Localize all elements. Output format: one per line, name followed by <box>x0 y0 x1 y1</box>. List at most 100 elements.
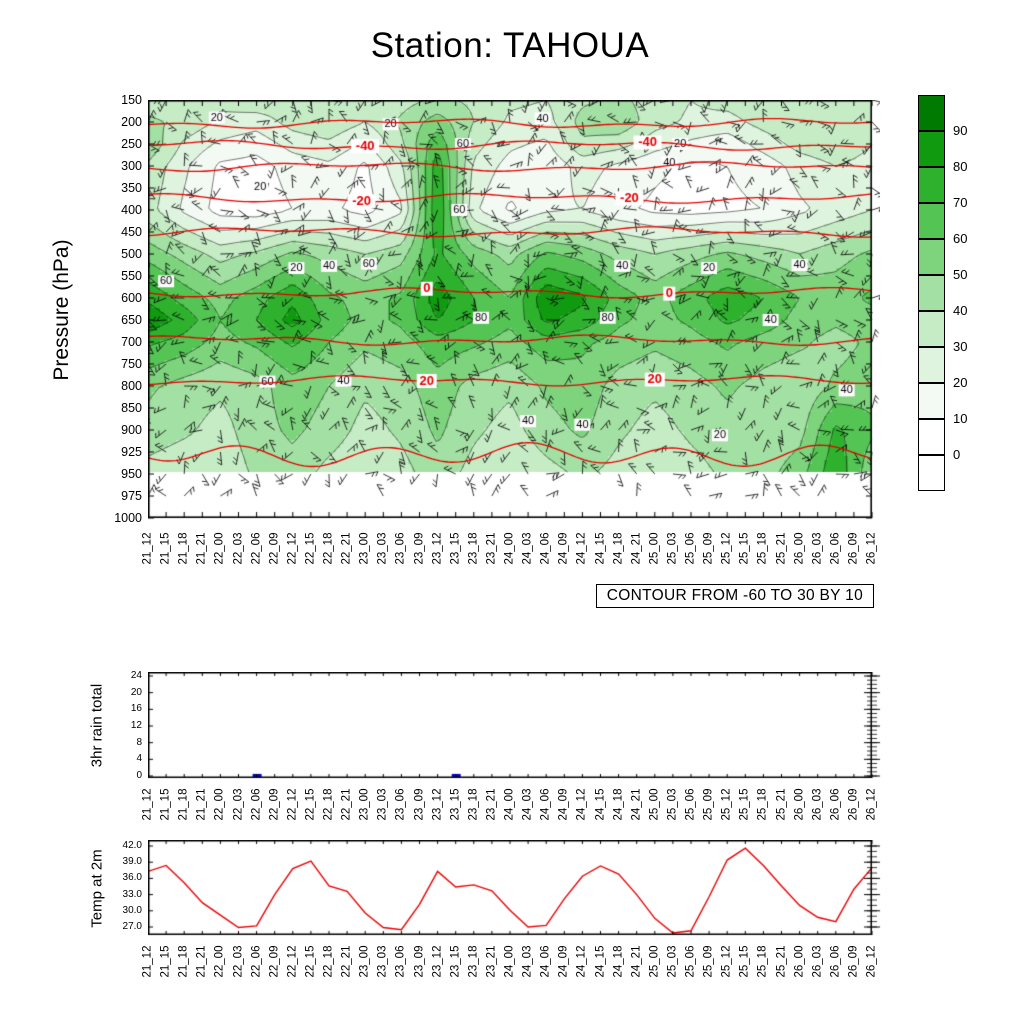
temp-tick-label: 36.0 <box>122 872 142 884</box>
time-tick-label: 26_09 <box>847 945 860 977</box>
time-tick-label: 24_12 <box>575 788 588 820</box>
time-tick-label: 23_15 <box>449 788 462 820</box>
time-tick-label: 22_18 <box>322 945 335 977</box>
time-tick-label: 24_12 <box>575 532 588 564</box>
time-tick-label: 24_06 <box>539 788 552 820</box>
colorbar-box <box>918 275 945 311</box>
time-tick-label: 23_18 <box>467 788 480 820</box>
time-tick-label: 22_09 <box>268 945 281 977</box>
pressure-tick-label: 400 <box>121 203 142 217</box>
time-tick-label: 24_12 <box>575 945 588 977</box>
time-tick-label: 23_00 <box>358 788 371 820</box>
temp-panel-plot <box>148 840 884 939</box>
colorbar-box <box>918 311 945 347</box>
temp-tick-label: 42.0 <box>122 840 142 851</box>
time-tick-label: 21_18 <box>177 788 190 820</box>
time-tick-label: 24_03 <box>521 532 534 564</box>
time-tick-label: 21_18 <box>177 945 190 977</box>
time-tick-label: 22_03 <box>232 788 244 820</box>
time-tick-label: 23_15 <box>449 945 462 977</box>
time-tick-label: 24_09 <box>557 788 570 820</box>
time-tick-label: 21_21 <box>195 788 208 820</box>
time-tick-label: 23_00 <box>358 945 371 977</box>
pressure-tick-label: 900 <box>121 423 142 437</box>
time-tick-label: 23_12 <box>431 532 444 564</box>
pressure-time-section-plot <box>148 100 880 520</box>
colorbar-label: 70 <box>953 195 968 210</box>
page-title: Station: TAHOUA <box>370 26 650 65</box>
time-tick-label: 24_15 <box>594 788 606 820</box>
time-tick-label: 22_18 <box>322 788 335 820</box>
time-tick-label: 23_09 <box>413 788 425 820</box>
colorbar-label: 0 <box>953 447 961 462</box>
time-tick-label: 22_00 <box>213 788 226 820</box>
pressure-tick-label: 250 <box>121 137 142 151</box>
time-tick-label: 25_09 <box>702 532 715 564</box>
time-tick-label: 22_03 <box>232 532 244 564</box>
time-tick-label: 22_06 <box>250 945 263 977</box>
time-tick-label: 24_00 <box>503 945 516 977</box>
time-tick-label: 25_18 <box>756 532 769 564</box>
time-tick-label: 23_15 <box>449 532 462 564</box>
time-tick-label: 23_00 <box>358 532 371 564</box>
colorbar-box <box>918 239 945 275</box>
colorbar-label: 20 <box>953 375 968 390</box>
time-tick-label: 21_12 <box>141 945 154 977</box>
time-tick-label: 24_21 <box>630 788 643 820</box>
colorbar-label: 80 <box>953 159 968 174</box>
time-tick-label: 22_09 <box>268 788 281 820</box>
time-tick-label: 22_03 <box>232 945 244 977</box>
time-tick-label: 25_15 <box>738 788 751 820</box>
time-tick-label: 26_09 <box>847 788 860 820</box>
temp-tick-label: 33.0 <box>122 888 142 900</box>
pressure-tick-label: 975 <box>121 489 142 503</box>
time-tick-label: 25_06 <box>684 532 697 564</box>
time-tick-label: 25_12 <box>720 532 733 564</box>
time-tick-label: 22_12 <box>286 945 299 977</box>
pressure-tick-label: 450 <box>121 225 142 239</box>
time-tick-label: 24_15 <box>594 945 606 977</box>
time-tick-label: 23_21 <box>485 788 498 820</box>
time-tick-label: 22_15 <box>304 945 317 977</box>
time-tick-label: 22_06 <box>250 788 263 820</box>
time-tick-label: 23_09 <box>413 945 425 977</box>
colorbar-box <box>918 419 945 455</box>
time-tick-label: 26_03 <box>811 945 824 977</box>
time-tick-label: 21_21 <box>195 532 208 564</box>
temp-tick-label: 39.0 <box>122 856 142 868</box>
time-tick-label: 25_03 <box>666 788 679 820</box>
colorbar-box <box>918 131 945 167</box>
time-tick-label: 22_18 <box>322 532 335 564</box>
colorbar-label: 10 <box>953 411 968 426</box>
colorbar-box <box>918 455 945 491</box>
rain-tick-label: 24 <box>130 670 142 681</box>
time-tick-label: 25_18 <box>756 788 769 820</box>
time-tick-label: 24_00 <box>503 532 516 564</box>
time-tick-label: 25_12 <box>720 945 733 977</box>
pressure-tick-label: 925 <box>121 445 142 459</box>
colorbar-box <box>918 347 945 383</box>
pressure-tick-label: 350 <box>121 181 142 195</box>
pressure-tick-label: 500 <box>121 247 142 261</box>
pressure-tick-label: 550 <box>121 269 142 283</box>
time-tick-label: 25_00 <box>648 532 661 564</box>
time-tick-label: 26_00 <box>793 788 806 820</box>
time-tick-label: 25_09 <box>702 788 715 820</box>
colorbar-box <box>918 383 945 419</box>
time-tick-label: 23_18 <box>467 945 480 977</box>
pressure-tick-label: 600 <box>121 291 142 305</box>
time-tick-label: 24_09 <box>557 532 570 564</box>
time-tick-label: 26_12 <box>865 532 878 564</box>
time-tick-label: 25_15 <box>738 945 751 977</box>
time-tick-label: 22_21 <box>340 945 353 977</box>
time-tick-label: 25_15 <box>738 532 751 564</box>
time-tick-label: 23_03 <box>376 945 389 977</box>
time-tick-label: 22_09 <box>268 532 281 564</box>
time-tick-label: 25_18 <box>756 945 769 977</box>
time-tick-label: 26_00 <box>793 532 806 564</box>
time-tick-label: 21_18 <box>177 532 190 564</box>
time-tick-label: 23_21 <box>485 945 498 977</box>
colorbar-label: 30 <box>953 339 968 354</box>
time-tick-label: 23_12 <box>431 945 444 977</box>
